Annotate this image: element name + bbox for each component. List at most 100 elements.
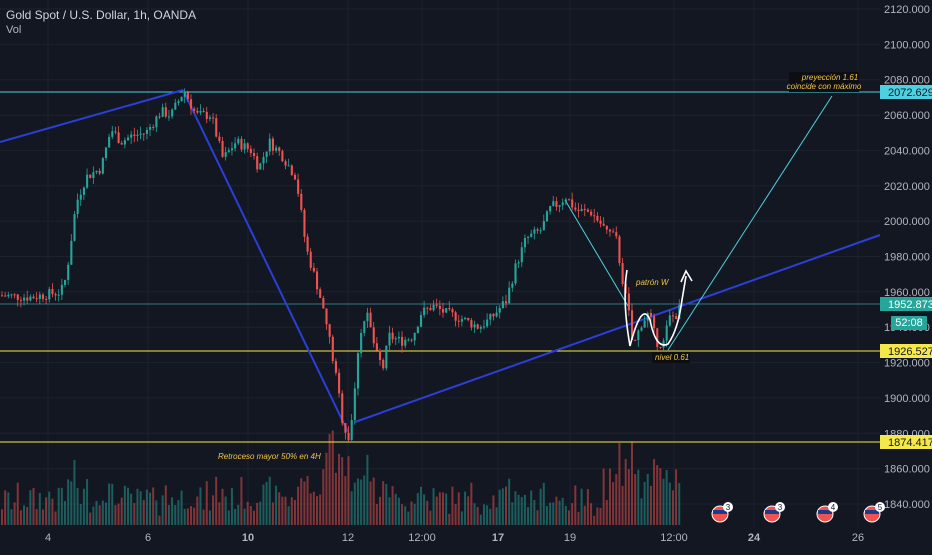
trendlines xyxy=(0,89,881,433)
candle-body xyxy=(108,136,111,148)
y-tick-label: 2080.000 xyxy=(884,75,930,87)
candle-body xyxy=(218,136,221,141)
candle-body xyxy=(287,165,290,167)
volume-bar xyxy=(281,496,284,525)
candle-body xyxy=(208,117,211,119)
candle-body xyxy=(224,152,227,157)
candle-body xyxy=(593,215,596,217)
volume-bar xyxy=(640,498,643,525)
volume-bar xyxy=(552,502,555,525)
candle-body xyxy=(338,372,341,394)
candle-body xyxy=(470,320,473,328)
candle-body xyxy=(149,126,152,130)
us-flag-icon: 3 xyxy=(711,502,733,523)
volume-bar xyxy=(303,481,306,525)
volume-bar xyxy=(341,457,344,525)
candle-body xyxy=(523,237,526,248)
candle-body xyxy=(275,147,278,151)
volume-bar xyxy=(542,482,545,525)
y-tick-labels: 1840.0001860.0001880.0001900.0001920.000… xyxy=(884,4,930,511)
candle-body xyxy=(133,134,136,136)
volume-bar xyxy=(401,504,404,525)
price-label-1926: 1926.527 xyxy=(880,344,932,358)
candle-body xyxy=(564,199,567,203)
candle-body xyxy=(205,111,208,119)
candle-body xyxy=(19,299,22,301)
candle-body xyxy=(256,156,259,170)
volume-bar xyxy=(426,500,429,525)
candle-body xyxy=(360,332,363,354)
volume-bar xyxy=(167,504,170,525)
volume-bar xyxy=(618,443,621,525)
volume-bar xyxy=(67,479,70,525)
volume-bar xyxy=(467,496,470,525)
volume-bar xyxy=(407,511,410,525)
candle-body xyxy=(460,319,463,322)
candle-body xyxy=(482,326,486,328)
volume-bar xyxy=(202,509,205,525)
candle-body xyxy=(35,298,38,300)
candle-body xyxy=(508,287,511,304)
x-tick-label: 6 xyxy=(145,532,151,544)
candle-body xyxy=(385,345,388,369)
volume-bar xyxy=(369,481,372,525)
candle-body xyxy=(230,148,234,151)
volume-bar xyxy=(621,485,624,525)
volume-bar xyxy=(334,472,337,525)
volume-bar xyxy=(514,491,517,525)
y-tick-label: 2100.000 xyxy=(884,39,930,51)
volume-bar xyxy=(473,503,476,525)
annotations: preyección 1.61 coincide con máximo patr… xyxy=(218,72,862,461)
volume-bar xyxy=(205,481,208,525)
candle-body xyxy=(375,343,378,351)
price-label-last-text: 1952.873 xyxy=(888,299,932,311)
volume-bar xyxy=(360,479,363,525)
volume-bar xyxy=(602,468,605,525)
volume-bar xyxy=(29,490,32,525)
volume-bar xyxy=(586,489,589,525)
volume-bar xyxy=(615,474,618,525)
volume-bar xyxy=(111,483,114,525)
symbol-title[interactable]: Gold Spot / U.S. Dollar, 1h, OANDA xyxy=(6,8,197,22)
volume-bar xyxy=(45,497,48,525)
volume-bar xyxy=(287,506,290,525)
candle-body xyxy=(612,231,615,233)
candle-body xyxy=(262,157,265,164)
volume-bar xyxy=(382,481,385,525)
volume-bar xyxy=(79,503,82,525)
w-pattern-drawing xyxy=(624,269,693,347)
candle-body xyxy=(67,264,70,280)
volume-bar xyxy=(253,510,255,525)
candle-body xyxy=(410,339,413,341)
time-axis: 4 6 10 12 12:00 17 19 12:00 24 26 xyxy=(0,527,932,550)
candle-body xyxy=(341,393,344,424)
candle-body xyxy=(297,179,300,194)
candle-body xyxy=(278,147,281,152)
volume-bar xyxy=(451,486,454,525)
volume-bar xyxy=(404,506,407,525)
candle-body xyxy=(95,170,98,173)
volume-bar xyxy=(127,487,129,525)
volume-bar xyxy=(612,482,615,525)
volume-bar xyxy=(555,496,558,525)
volume-bar xyxy=(624,458,627,525)
volume-bar xyxy=(95,500,98,525)
candle-body xyxy=(479,326,482,329)
fib-label-box xyxy=(652,352,690,363)
volume-bar xyxy=(416,493,419,525)
candle-body xyxy=(457,320,460,322)
candle-body xyxy=(555,201,558,207)
candle-body xyxy=(237,138,240,144)
fib-label: nivel 0.61 xyxy=(655,353,689,362)
volume-indicator-label[interactable]: Vol xyxy=(6,24,22,36)
volume-bar xyxy=(7,492,10,525)
candle-body xyxy=(366,312,369,322)
volume-bar xyxy=(234,508,237,525)
volume-bar xyxy=(76,488,79,525)
candle-body xyxy=(520,247,523,263)
candle-body xyxy=(190,99,193,109)
volume-bar xyxy=(48,491,51,525)
candle-body xyxy=(438,305,441,309)
candle-body xyxy=(73,214,76,241)
